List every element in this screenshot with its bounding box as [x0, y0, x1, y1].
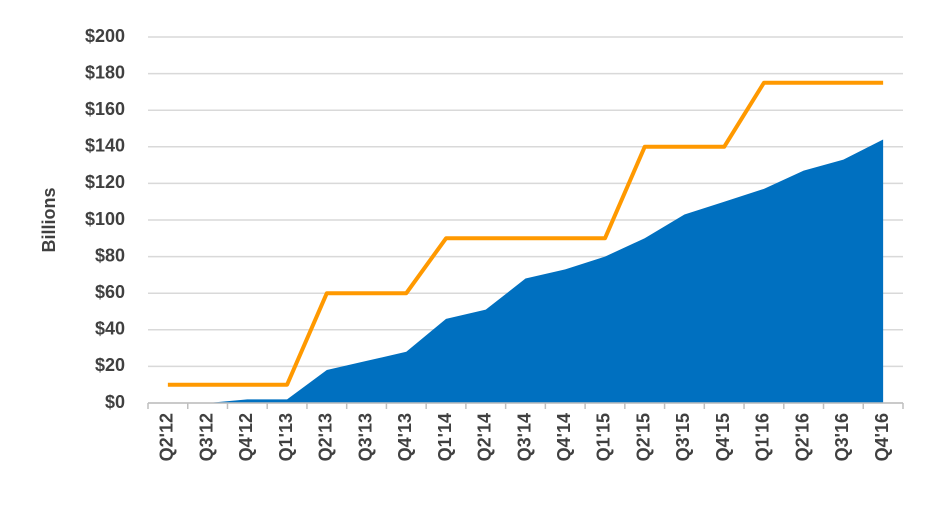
x-tick-label: Q1'13 — [276, 413, 296, 461]
x-tick-label: Q3'13 — [355, 413, 375, 461]
x-tick-label: Q4'13 — [395, 413, 415, 461]
x-tick-label: Q1'16 — [753, 413, 773, 461]
x-tick-label: Q1'14 — [435, 413, 455, 461]
y-tick-label: $180 — [85, 62, 125, 82]
x-tick-label: Q3'12 — [196, 413, 216, 461]
y-tick-label: $20 — [95, 355, 125, 375]
x-tick-label: Q2'15 — [633, 413, 653, 461]
x-tick-label: Q2'14 — [475, 413, 495, 461]
x-tick-label: Q4'14 — [554, 413, 574, 461]
y-tick-label: $0 — [105, 392, 125, 412]
y-tick-label: $200 — [85, 26, 125, 46]
y-tick-label: $120 — [85, 172, 125, 192]
y-tick-label: $60 — [95, 282, 125, 302]
y-axis-label: Billions — [39, 187, 59, 252]
x-tick-label: Q3'16 — [832, 413, 852, 461]
y-tick-label: $100 — [85, 209, 125, 229]
x-tick-label: Q3'14 — [514, 413, 534, 461]
y-tick-label: $140 — [85, 136, 125, 156]
x-tick-label: Q1'15 — [594, 413, 614, 461]
y-tick-label: $160 — [85, 99, 125, 119]
x-tick-label: Q2'12 — [157, 413, 177, 461]
x-tick-label: Q2'16 — [792, 413, 812, 461]
x-tick-label: Q3'15 — [673, 413, 693, 461]
x-tick-label: Q4'16 — [872, 413, 892, 461]
area — [167, 139, 884, 404]
x-tick-label: Q4'12 — [236, 413, 256, 461]
y-tick-label: $80 — [95, 245, 125, 265]
line — [167, 80, 884, 387]
y-tick-label: $40 — [95, 319, 125, 339]
x-tick-label: Q2'13 — [316, 413, 336, 461]
x-tick-label: Q4'15 — [713, 413, 733, 461]
